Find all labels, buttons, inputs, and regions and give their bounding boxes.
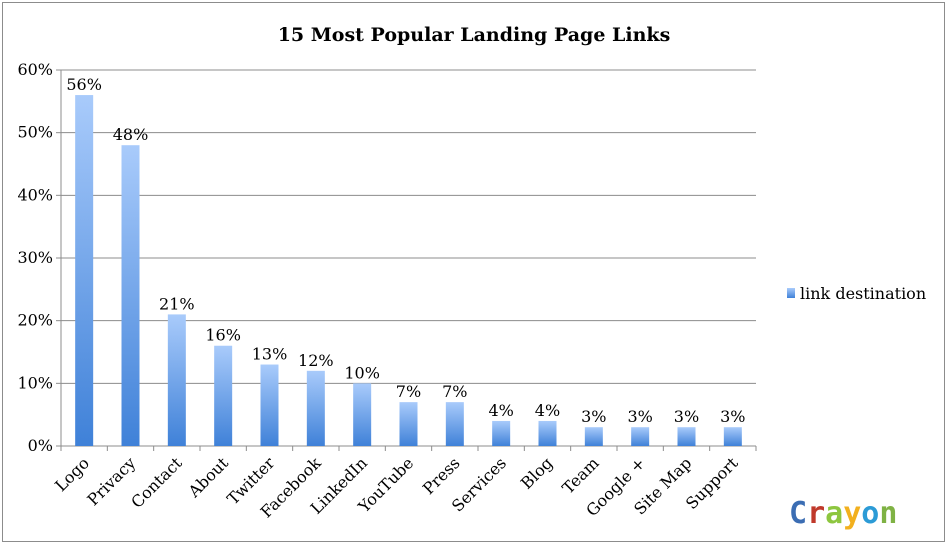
bar-chart: 15 Most Popular Landing Page Links 0% 10%… [17,24,926,531]
bar [399,402,418,446]
data-label: 4% [488,401,513,420]
y-tick-label: 20% [17,311,53,330]
bar [75,95,94,447]
y-tick-label: 10% [17,373,53,392]
data-label: 3% [674,407,699,426]
bar [353,383,372,446]
y-tick-label: 50% [17,123,53,142]
bar [214,345,233,446]
logo-letter: o [861,496,879,531]
y-tick-label: 40% [17,185,53,204]
bar [121,145,140,446]
data-label: 13% [252,345,288,364]
legend: link destination [787,284,926,303]
x-tick-label: Team [558,453,602,497]
bar [584,427,603,446]
bar [306,370,325,446]
data-label: 3% [627,407,652,426]
bar [260,364,279,446]
bar [538,420,557,446]
bar [445,402,464,446]
logo-letter: C [789,496,807,531]
data-label: 3% [581,407,606,426]
y-tick-label: 30% [17,248,53,267]
logo-letter: n [879,496,897,531]
logo-letter: a [825,496,843,531]
data-label: 16% [205,326,241,345]
legend-label: link destination [800,284,926,303]
data-label: 12% [298,351,334,370]
x-tick-label: Contact [127,453,186,512]
data-label: 4% [535,401,560,420]
logo-letter: y [843,496,861,531]
y-tick-label: 60% [17,60,53,79]
logo-letter: r [807,496,825,531]
legend-swatch [787,288,795,298]
data-label: 7% [396,382,421,401]
bar [631,427,650,446]
chart-title: 15 Most Popular Landing Page Links [278,24,671,46]
x-tick-label: Logo [51,453,93,495]
data-label: 48% [113,125,149,144]
x-tick-label: Blog [517,453,556,492]
data-label: 7% [442,382,467,401]
data-label: 10% [344,363,380,382]
data-label: 21% [159,294,195,313]
bar [492,420,511,446]
x-tick-label: Press [419,453,464,498]
x-tick-label: Support [682,453,742,513]
data-label: 56% [66,75,102,94]
crayon-logo: Crayon [789,496,897,531]
data-label: 3% [720,407,745,426]
y-tick-label: 0% [28,436,53,455]
bar [167,314,186,446]
bar [677,427,696,446]
bar [723,427,742,446]
